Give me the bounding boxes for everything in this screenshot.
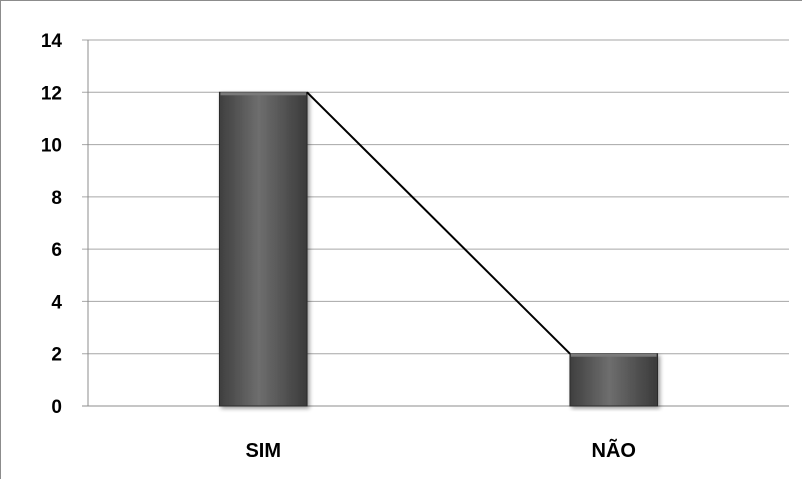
gridlines <box>82 39 789 407</box>
x-axis-tick-labels: SIM NÃO <box>245 439 636 462</box>
series-line <box>306 91 571 355</box>
y-tick-label: 6 <box>51 240 62 261</box>
y-axis-tick-labels: 0 2 4 6 8 10 12 14 <box>41 31 63 418</box>
y-tick-label: 14 <box>41 31 63 52</box>
bar-top-highlight <box>570 353 657 357</box>
bar-top-highlight <box>220 92 307 96</box>
y-tick-label: 2 <box>51 345 62 366</box>
y-tick-label: 10 <box>41 136 62 157</box>
y-tick-label: 12 <box>41 83 62 104</box>
x-tick-label: NÃO <box>592 439 636 462</box>
y-tick-label: 0 <box>51 397 62 418</box>
bar-sim <box>218 91 308 407</box>
y-tick-label: 4 <box>51 292 62 313</box>
bars <box>218 91 659 407</box>
y-tick-label: 8 <box>51 188 62 209</box>
x-tick-label: SIM <box>245 440 281 462</box>
bar-não <box>569 353 659 407</box>
line-series <box>306 91 571 355</box>
